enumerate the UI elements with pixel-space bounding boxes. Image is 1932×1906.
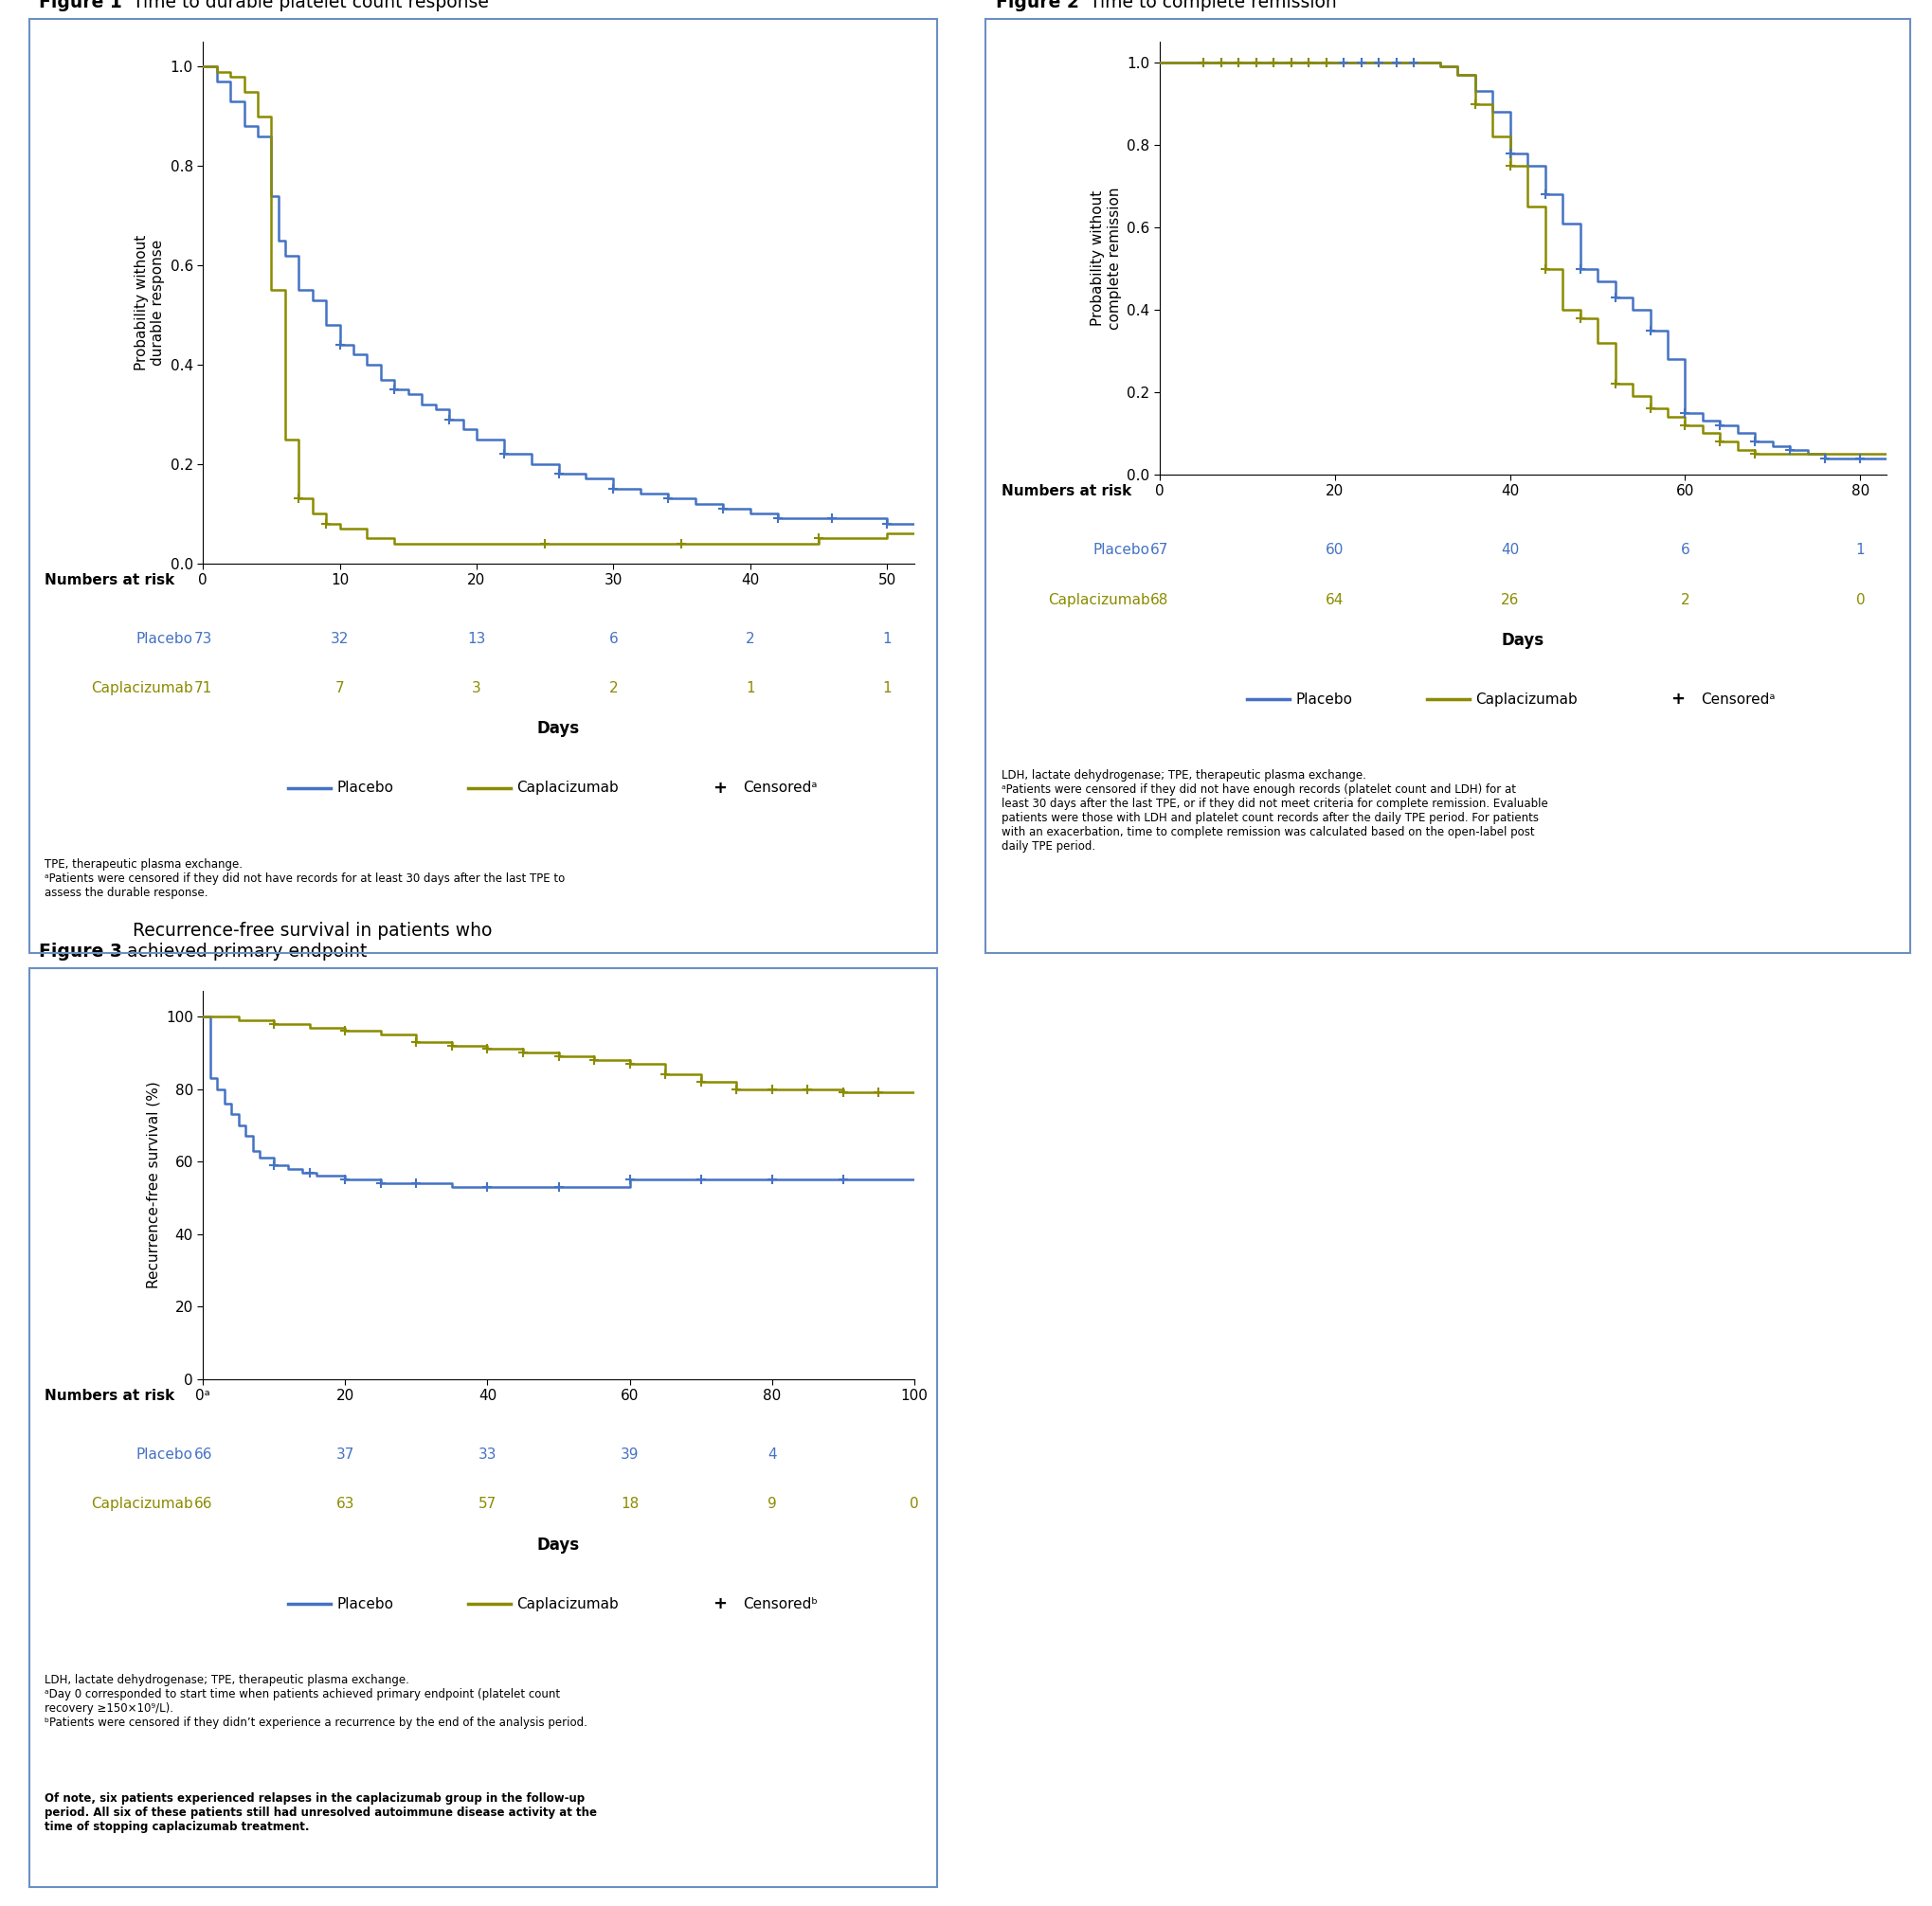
Text: 6: 6 [609,631,618,646]
Text: Censoredᵇ: Censoredᵇ [742,1597,817,1611]
Text: Caplacizumab: Caplacizumab [516,1597,618,1611]
Y-axis label: Recurrence-free survival (%): Recurrence-free survival (%) [147,1081,160,1288]
Text: 73: 73 [193,631,213,646]
Text: Placebo: Placebo [1094,543,1150,557]
Text: Days: Days [1501,631,1544,648]
Text: 2: 2 [609,682,618,696]
Text: TPE, therapeutic plasma exchange.
ᵃPatients were censored if they did not have r: TPE, therapeutic plasma exchange. ᵃPatie… [44,858,564,900]
Text: 7: 7 [334,682,344,696]
Text: Caplacizumab: Caplacizumab [1474,692,1577,707]
Text: Figure 1: Figure 1 [39,0,122,11]
Text: Placebo: Placebo [137,631,193,646]
Text: +: + [711,1595,726,1612]
Text: 57: 57 [477,1498,497,1511]
Text: 68: 68 [1150,593,1169,606]
Text: 0: 0 [1855,593,1864,606]
Text: Figure 3: Figure 3 [39,943,122,961]
Text: 18: 18 [620,1498,639,1511]
Text: 13: 13 [468,631,485,646]
Text: 63: 63 [336,1498,354,1511]
Text: 32: 32 [330,631,350,646]
Text: 40: 40 [1499,543,1519,557]
Text: 33: 33 [477,1447,497,1462]
Text: Recurrence-free survival in patients who
achieved primary endpoint: Recurrence-free survival in patients who… [128,923,493,961]
Text: Censoredᵃ: Censoredᵃ [1700,692,1776,707]
Text: 1: 1 [746,682,753,696]
Text: Caplacizumab: Caplacizumab [91,1498,193,1511]
Text: Time to durable platelet count response: Time to durable platelet count response [128,0,489,11]
Text: Placebo: Placebo [336,781,394,795]
Text: 64: 64 [1325,593,1343,606]
Text: LDH, lactate dehydrogenase; TPE, therapeutic plasma exchange.
ᵃPatients were cen: LDH, lactate dehydrogenase; TPE, therape… [1001,770,1548,852]
Text: 66: 66 [193,1498,213,1511]
Y-axis label: Probability without
complete remission: Probability without complete remission [1090,187,1121,330]
Text: +: + [1669,692,1685,707]
Text: Days: Days [537,720,580,738]
Text: Caplacizumab: Caplacizumab [91,682,193,696]
Text: Days: Days [537,1536,580,1553]
Text: 0: 0 [910,1498,918,1511]
Text: Caplacizumab: Caplacizumab [1047,593,1150,606]
Text: 2: 2 [1679,593,1689,606]
Text: 9: 9 [767,1498,777,1511]
Text: 3: 3 [471,682,481,696]
Text: Censoredᵃ: Censoredᵃ [742,781,817,795]
Text: 37: 37 [336,1447,354,1462]
Text: Time to complete remission: Time to complete remission [1084,0,1335,11]
Text: Numbers at risk: Numbers at risk [44,574,174,587]
Text: 67: 67 [1150,543,1169,557]
Text: Placebo: Placebo [137,1447,193,1462]
Text: 71: 71 [193,682,213,696]
Text: 39: 39 [620,1447,639,1462]
Text: Numbers at risk: Numbers at risk [44,1389,174,1403]
Text: Numbers at risk: Numbers at risk [1001,484,1130,499]
Text: Placebo: Placebo [336,1597,394,1611]
Y-axis label: Probability without
durable response: Probability without durable response [133,234,164,370]
Text: 26: 26 [1499,593,1519,606]
Text: Placebo: Placebo [1294,692,1352,707]
Text: 66: 66 [193,1447,213,1462]
Text: 4: 4 [767,1447,777,1462]
Text: Of note, six patients experienced relapses in the caplacizumab group in the foll: Of note, six patients experienced relaps… [44,1792,597,1834]
Text: 1: 1 [881,631,891,646]
Text: 60: 60 [1325,543,1343,557]
Text: 6: 6 [1679,543,1689,557]
Text: Figure 2: Figure 2 [995,0,1078,11]
Text: Caplacizumab: Caplacizumab [516,781,618,795]
Text: 1: 1 [881,682,891,696]
Text: 1: 1 [1855,543,1864,557]
Text: LDH, lactate dehydrogenase; TPE, therapeutic plasma exchange.
ᵃDay 0 corresponde: LDH, lactate dehydrogenase; TPE, therape… [44,1673,587,1729]
Text: +: + [711,780,726,797]
Text: 2: 2 [746,631,753,646]
